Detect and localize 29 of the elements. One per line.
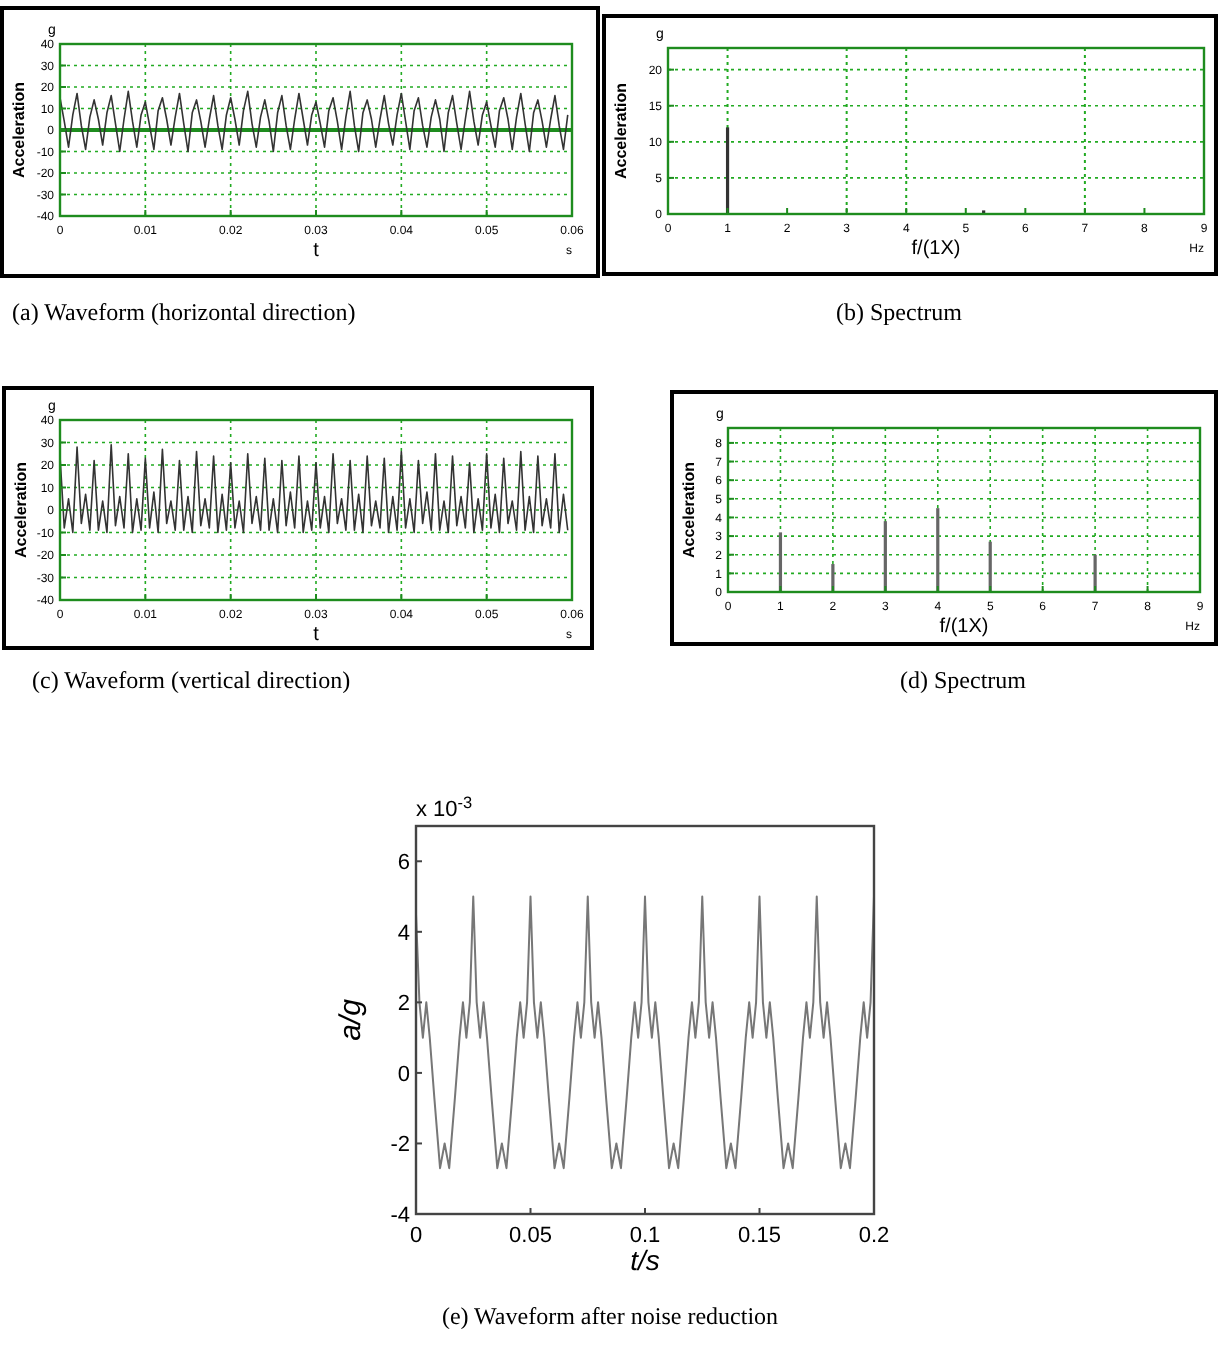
y-tick-label: 0 xyxy=(397,1062,410,1087)
y-tick-label: 6 xyxy=(397,850,410,875)
y-axis-title: Acceleration xyxy=(12,461,30,559)
y-tick-label: -2 xyxy=(390,1133,410,1158)
x-axis-title: f/(1X) xyxy=(939,616,989,638)
x-tick-label: 0.05 xyxy=(509,1224,552,1248)
line-series xyxy=(59,443,569,534)
text: (b) Spectrum xyxy=(836,298,964,326)
line-series xyxy=(415,895,875,1170)
y-axis-title: Acceleration xyxy=(612,82,630,180)
text: (e) Waveform after noise reduction xyxy=(441,1302,779,1330)
text: (a) Waveform (horizontal direction) xyxy=(12,298,356,326)
x-axis-title: f/(1X) xyxy=(911,238,961,260)
text: (c) Waveform (vertical direction) xyxy=(32,666,351,694)
y-axis-title: Acceleration xyxy=(10,81,28,179)
line-series xyxy=(59,90,569,153)
x-axis-title: t xyxy=(313,624,320,646)
text: (d) Spectrum xyxy=(900,666,1028,694)
x-axis-title: t xyxy=(313,240,320,262)
y-tick-label: 2 xyxy=(397,992,410,1017)
x-tick-label: 0.2 xyxy=(858,1224,890,1248)
text: x 10$^{-3}$ xyxy=(416,793,474,822)
x-axis-title: t/s xyxy=(630,1244,660,1276)
y-tick-label: 4 xyxy=(397,921,410,946)
x-tick-label: 0.1 xyxy=(629,1224,661,1248)
y-tick-label: -4 xyxy=(390,1203,410,1228)
y-axis-title: a/g xyxy=(334,997,368,1041)
y-axis-title: Acceleration xyxy=(680,461,698,559)
x-tick-label: 0.15 xyxy=(738,1224,781,1248)
